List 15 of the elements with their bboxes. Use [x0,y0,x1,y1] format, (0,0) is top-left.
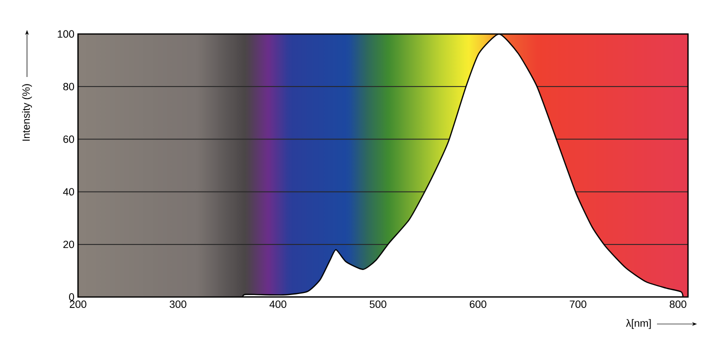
x-tick-label: 400 [270,300,286,308]
x-axis-title: λ[nm] [626,319,651,329]
x-tick-label: 700 [570,300,586,308]
x-tick-label: 200 [70,300,86,308]
y-tick-label: 40 [63,188,74,196]
x-tick-label: 600 [470,300,486,308]
y-tick-label: 60 [63,136,74,143]
y-tick-label: 80 [63,82,74,90]
x-tick-label: 300 [170,300,186,308]
y-axis-title: Intensity (%) [22,84,32,141]
y-tick-label: 20 [63,240,74,248]
x-tick-label: 500 [370,300,386,308]
y-tick-label: 0 [69,293,74,301]
x-tick-label: 800 [670,300,686,308]
y-tick-label: 100 [58,30,74,38]
